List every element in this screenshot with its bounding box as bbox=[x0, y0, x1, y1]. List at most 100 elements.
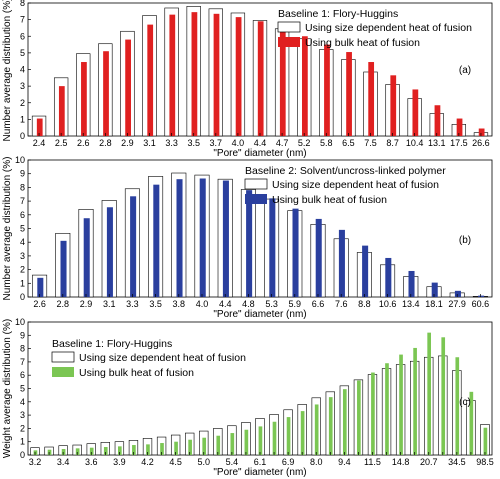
bar-bulk bbox=[399, 354, 403, 455]
bar-bulk bbox=[216, 435, 221, 455]
x-tick-label: 4.8 bbox=[242, 299, 255, 309]
x-tick-label: 10.4 bbox=[406, 138, 424, 148]
bar-bulk bbox=[89, 447, 94, 455]
bar-bulk bbox=[258, 426, 263, 455]
y-tick-label: 1 bbox=[20, 278, 25, 288]
y-axis-label: Number average distribution (%) bbox=[2, 157, 13, 301]
x-tick-label: 11.5 bbox=[364, 457, 381, 467]
x-tick-label: 13.4 bbox=[402, 299, 420, 309]
x-tick-label: 3.9 bbox=[113, 457, 126, 467]
bar-bulk bbox=[279, 27, 286, 137]
x-tick-label: 2.6 bbox=[77, 138, 90, 148]
y-tick-label: 2 bbox=[20, 423, 25, 433]
bar-bulk bbox=[103, 51, 109, 136]
x-tick-label: 3.1 bbox=[143, 138, 156, 148]
bar-bulk bbox=[342, 389, 347, 455]
x-tick-label: 27.9 bbox=[448, 299, 466, 309]
bar-bulk bbox=[188, 439, 192, 455]
y-tick-label: 3 bbox=[20, 410, 25, 420]
bar-bulk bbox=[455, 357, 460, 455]
bar-bulk bbox=[246, 190, 253, 297]
x-tick-label: 26.6 bbox=[472, 138, 490, 148]
legend-label-bulk: Using bulk heat of fusion bbox=[272, 194, 387, 206]
bar-bulk bbox=[146, 444, 150, 455]
x-tick-label: 9.4 bbox=[338, 457, 351, 467]
bar-bulk bbox=[130, 196, 137, 297]
panel-a: 0 1 2 3 4 5 6 7 8 2.4 2.5 2.6 2.8 2.9 3.1 3.3 3.5 3.7 4.0 4… bbox=[2, 0, 493, 159]
legend-label-bulk: Using bulk heat of fusion bbox=[79, 367, 194, 379]
x-tick-label: 3.8 bbox=[173, 299, 186, 309]
bar-bulk bbox=[385, 363, 389, 455]
y-tick-label: 7 bbox=[20, 357, 25, 367]
bar-bulk bbox=[434, 105, 441, 136]
y-tick-label: 2 bbox=[20, 98, 25, 108]
bar-bulk bbox=[456, 118, 463, 136]
bar-bulk bbox=[357, 380, 361, 455]
y-tick-label: 9 bbox=[20, 330, 25, 340]
y-tick-label: 10 bbox=[15, 155, 25, 165]
y-tick-label: 3 bbox=[20, 251, 25, 261]
bar-bulk bbox=[153, 184, 160, 297]
y-tick-label: 10 bbox=[15, 317, 25, 327]
bar-bulk bbox=[408, 270, 415, 297]
bar-bulk bbox=[83, 218, 90, 297]
x-tick-label: 8.8 bbox=[358, 299, 371, 309]
y-tick-label: 2 bbox=[20, 265, 25, 275]
y-tick-label: 9 bbox=[20, 169, 25, 179]
x-tick-label: 4.5 bbox=[169, 457, 182, 467]
bar-bulk bbox=[324, 44, 330, 136]
bar-bulk bbox=[58, 86, 65, 136]
x-tick-label: 14.8 bbox=[392, 457, 410, 467]
bar-bulk bbox=[37, 277, 44, 297]
bar-bulk bbox=[160, 443, 164, 455]
x-tick-label: 2.6 bbox=[33, 299, 46, 309]
y-tick-label: 3 bbox=[20, 81, 25, 91]
panel-label: (b) bbox=[459, 235, 471, 246]
bar-bulk bbox=[147, 24, 154, 136]
bar-bulk bbox=[328, 397, 333, 455]
bar-bulk bbox=[478, 128, 485, 136]
y-axis-label: Weight average distribution (%) bbox=[2, 319, 13, 458]
bar-bulk bbox=[199, 178, 206, 297]
x-tick-label: 2.4 bbox=[33, 138, 46, 148]
legend-label-size-dependent: Using size dependent heat of fusion bbox=[272, 179, 439, 191]
bar-bulk bbox=[176, 179, 183, 297]
bar-bulk bbox=[300, 411, 305, 455]
x-tick-label: 2.9 bbox=[80, 299, 93, 309]
bar-bulk bbox=[81, 62, 87, 136]
legend-swatch-size-dependent bbox=[244, 178, 268, 190]
bar-bulk bbox=[469, 391, 474, 455]
bar-bulk bbox=[191, 12, 198, 136]
bar-bulk bbox=[60, 240, 67, 297]
x-tick-label: 98.5 bbox=[476, 457, 494, 467]
x-tick-label: 5.8 bbox=[320, 138, 333, 148]
y-tick-label: 0 bbox=[20, 131, 25, 141]
x-tick-label: 5.0 bbox=[197, 457, 210, 467]
bar-bulk bbox=[75, 448, 80, 455]
y-tick-label: 6 bbox=[20, 370, 25, 380]
bar-bulk bbox=[390, 75, 397, 136]
y-tick-label: 8 bbox=[20, 344, 25, 354]
bar-bulk bbox=[33, 450, 38, 455]
bar-bulk bbox=[315, 218, 322, 297]
bar-bulk bbox=[346, 52, 352, 137]
y-tick-label: 0 bbox=[20, 450, 25, 460]
x-tick-label: 6.6 bbox=[312, 299, 325, 309]
y-tick-label: 1 bbox=[20, 114, 25, 124]
legend-label-size-dependent: Using size dependent heat of fusion bbox=[305, 22, 472, 34]
legend-swatch-size-dependent bbox=[277, 21, 301, 33]
x-tick-label: 4.2 bbox=[141, 457, 154, 467]
legend-title: Baseline 1: Flory-Huggins bbox=[52, 338, 172, 350]
x-axis-label: "Pore" diameter (nm) bbox=[213, 148, 306, 159]
bar-bulk bbox=[413, 347, 417, 455]
bar-bulk bbox=[235, 17, 242, 137]
x-tick-label: 4.7 bbox=[276, 138, 289, 148]
x-tick-label: 4.0 bbox=[196, 299, 209, 309]
x-tick-label: 34.5 bbox=[448, 457, 466, 467]
legend-swatch-size-dependent bbox=[51, 351, 75, 363]
bar-bulk bbox=[174, 441, 178, 455]
x-tick-label: 10.6 bbox=[379, 299, 397, 309]
x-tick-label: 17.5 bbox=[450, 138, 468, 148]
x-tick-label: 18.1 bbox=[425, 299, 443, 309]
y-tick-label: 8 bbox=[20, 0, 25, 8]
